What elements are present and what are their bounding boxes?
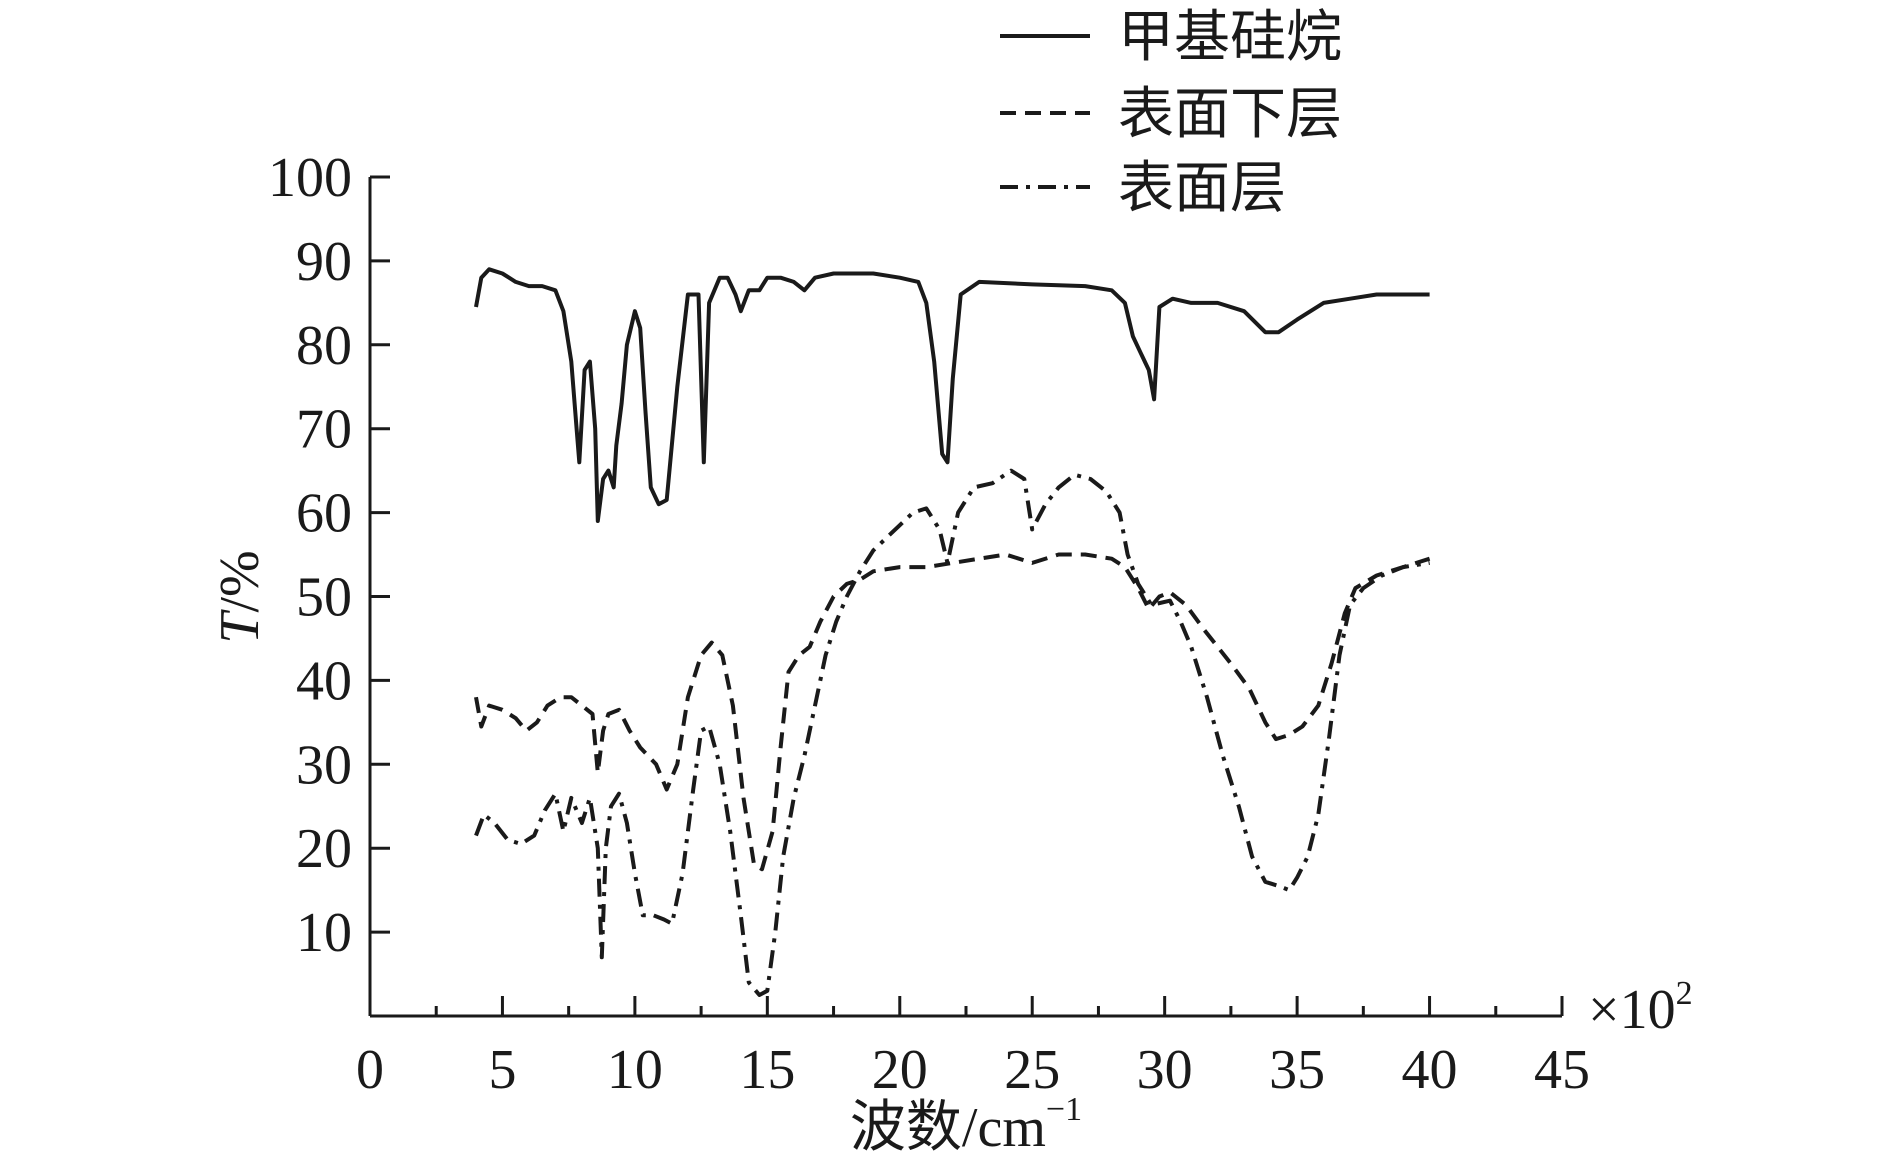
x-tick-label: 20 [872, 1039, 928, 1101]
y-tick-label: 100 [268, 147, 352, 209]
axes [368, 177, 1562, 1018]
y-tick-label: 80 [296, 315, 352, 377]
x-tick-label: 0 [356, 1039, 384, 1101]
y-tick-label: 30 [296, 734, 352, 796]
y-axis-title-rest: /% [209, 550, 271, 612]
y-tick-label: 50 [296, 567, 352, 629]
series-line-0 [474, 267, 1430, 523]
x-multiplier-exponent: 2 [1676, 975, 1693, 1012]
y-tick-label: 60 [296, 483, 352, 545]
series-line-2 [474, 468, 1430, 997]
ticks: 10 20 30 40 50 60 70 80 90 100 0 5 10 15 20 25 30 35 40 45 [268, 147, 1590, 1101]
x-tick-label: 25 [1004, 1039, 1060, 1101]
y-tick-label: 70 [296, 399, 352, 461]
x-tick-label: 30 [1137, 1039, 1193, 1101]
legend-label-0: 甲基硅烷 [1118, 7, 1342, 69]
series-line-1 [474, 552, 1431, 872]
x-tick-label: 15 [739, 1039, 795, 1101]
x-axis-title-exponent: −1 [1046, 1091, 1082, 1128]
y-tick-label: 20 [296, 818, 352, 880]
series-lines [474, 267, 1431, 997]
y-tick-label: 10 [296, 902, 352, 964]
x-tick-label: 5 [488, 1039, 516, 1101]
y-axis-title-italic: T [209, 609, 271, 644]
legend-label-2: 表面层 [1118, 158, 1286, 220]
x-axis-title: 波数/cm−1 [850, 1091, 1082, 1159]
x-multiplier-base: ×10 [1588, 979, 1676, 1041]
y-tick-label: 40 [296, 650, 352, 712]
legend-label-1: 表面下层 [1118, 84, 1342, 146]
y-tick-label: 90 [296, 231, 352, 293]
x-tick-label: 40 [1402, 1039, 1458, 1101]
y-axis-title: T/% [209, 550, 271, 643]
x-tick-label: 45 [1534, 1039, 1590, 1101]
x-tick-label: 35 [1269, 1039, 1325, 1101]
x-tick-label: 10 [607, 1039, 663, 1101]
x-axis-title-main: 波数/cm [850, 1097, 1046, 1159]
axis-labels: ×102 波数/cm−1 T/% [209, 550, 1693, 1159]
x-multiplier-label: ×102 [1588, 975, 1693, 1041]
